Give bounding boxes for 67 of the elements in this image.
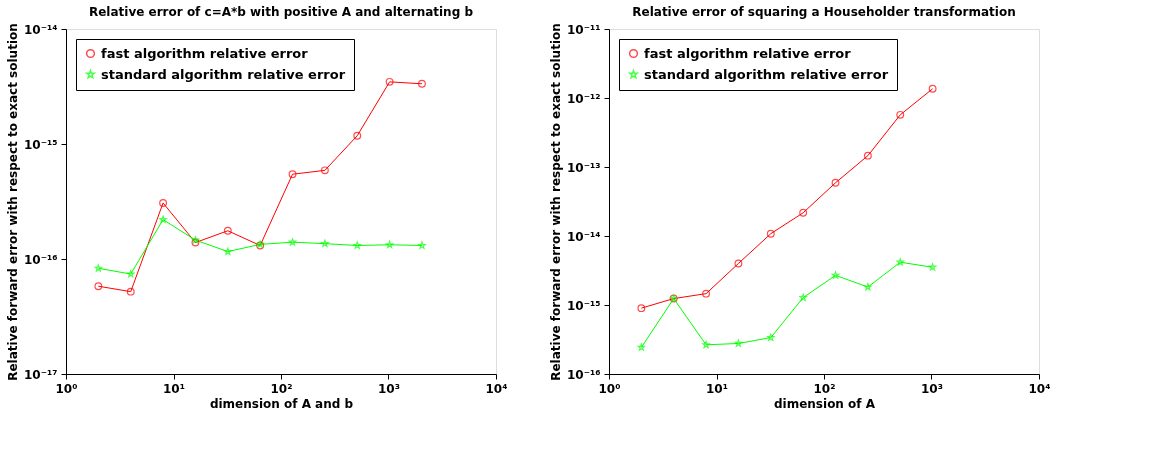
x-tick-label: 10²	[813, 381, 836, 396]
y-tick-label: 10⁻¹⁶	[566, 367, 601, 382]
legend-label: standard algorithm relative error	[101, 66, 346, 82]
y-tick-label: 10⁻¹³	[566, 160, 601, 175]
point	[799, 208, 808, 217]
point	[288, 170, 297, 179]
x-tick-label: 10⁴	[485, 381, 508, 396]
point	[353, 241, 362, 249]
x-tick-label: 10⁰	[55, 381, 78, 396]
x-tick-label: 10³	[378, 381, 400, 396]
point	[320, 166, 329, 175]
point	[126, 270, 135, 278]
point	[353, 131, 362, 140]
point	[896, 258, 905, 266]
point	[767, 333, 775, 341]
point	[928, 84, 937, 93]
point	[702, 289, 711, 298]
chart-title: Relative error of squaring a Householder transformation	[632, 4, 1016, 19]
x-axis-title: dimension of A and b	[209, 396, 354, 411]
point	[928, 263, 937, 271]
point	[637, 304, 646, 313]
y-tick-label: 10⁻¹⁷	[23, 367, 58, 382]
x-tick-label: 10⁰	[598, 381, 621, 396]
x-axis-title: dimension of A	[773, 396, 876, 411]
point	[799, 293, 807, 301]
x-tick-label: 10³	[921, 381, 943, 396]
point	[224, 247, 232, 255]
point	[321, 239, 329, 247]
point	[418, 241, 426, 249]
point	[385, 77, 394, 86]
point	[159, 199, 168, 207]
point	[896, 110, 905, 119]
x-tick-label: 10¹	[163, 381, 185, 396]
point	[94, 282, 103, 291]
legend-label: standard algorithm relative error	[644, 66, 889, 82]
y-axis-title: Relative forward error with respect to exact solution	[548, 23, 563, 381]
point	[734, 259, 743, 268]
point	[288, 238, 297, 246]
point	[159, 215, 167, 223]
point	[94, 264, 103, 272]
point	[734, 339, 743, 347]
y-tick-label: 10⁻¹⁶	[23, 252, 58, 267]
y-tick-label: 10⁻¹⁴	[23, 22, 58, 37]
point	[864, 283, 872, 291]
y-tick-label: 10⁻¹⁴	[566, 229, 601, 244]
y-axis-title: Relative forward error with respect to exact solution	[5, 23, 20, 381]
point	[702, 340, 710, 349]
y-tick-label: 10⁻¹⁵	[566, 298, 601, 313]
chart-title: Relative error of c=A*b with positive A and alternating b	[88, 4, 474, 19]
x-tick-label: 10¹	[706, 381, 728, 396]
point	[126, 287, 135, 296]
point	[223, 226, 232, 235]
point	[418, 79, 426, 88]
x-tick-label: 10⁴	[1028, 381, 1051, 396]
point	[637, 343, 646, 351]
point	[863, 151, 872, 160]
legend-label: fast algorithm relative error	[644, 45, 852, 61]
point	[766, 229, 775, 238]
y-tick-label: 10⁻¹²	[566, 91, 601, 106]
point	[191, 238, 200, 247]
y-tick-label: 10⁻¹¹	[566, 22, 601, 37]
legend-label: fast algorithm relative error	[101, 45, 309, 61]
point	[831, 178, 840, 187]
y-tick-label: 10⁻¹⁵	[23, 137, 58, 152]
x-tick-label: 10²	[270, 381, 293, 396]
point	[385, 240, 394, 249]
point	[831, 271, 840, 279]
